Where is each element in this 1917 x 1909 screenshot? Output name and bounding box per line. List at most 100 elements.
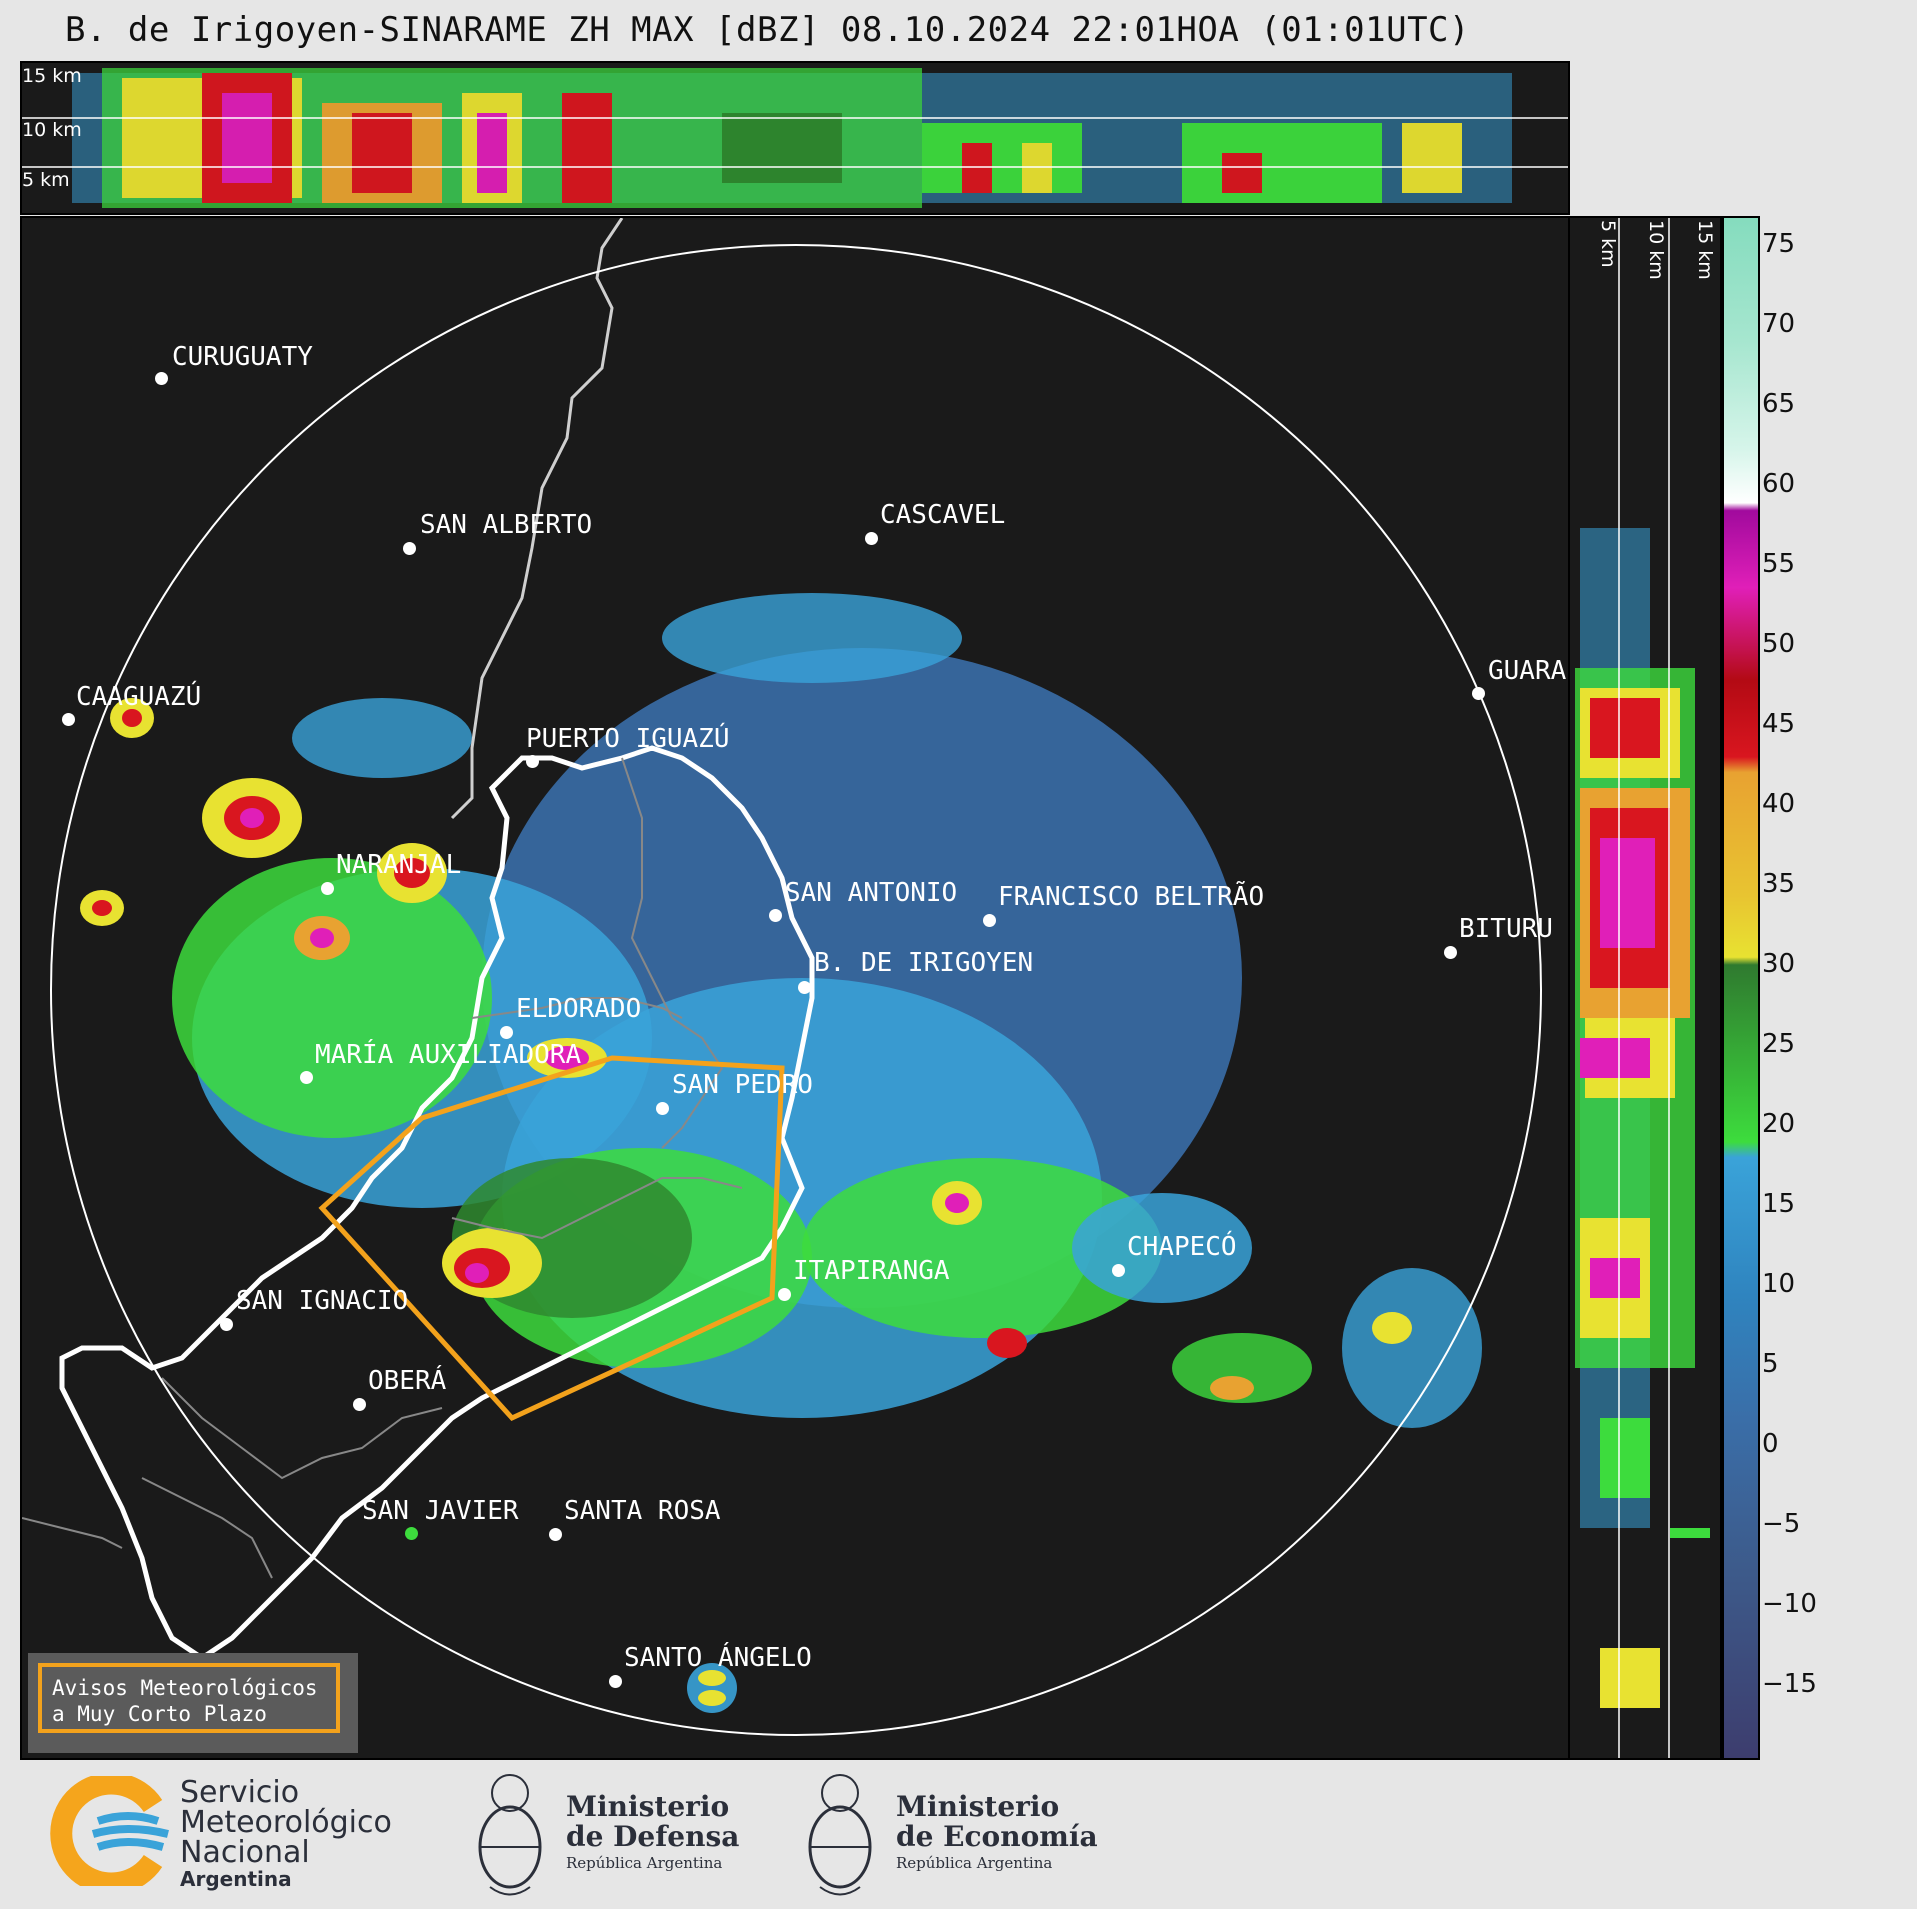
smn-line1: Servicio <box>180 1775 300 1810</box>
side-cross-section-echoes <box>1575 218 1710 1758</box>
chart-title: B. de Irigoyen-SINARAME ZH MAX [dBZ] 08.… <box>65 10 1470 50</box>
place-label: SAN ANTONIO <box>785 878 958 908</box>
place-label: SAN PEDRO <box>672 1070 813 1100</box>
place-label: FRANCISCO BELTRÃO <box>998 882 1265 912</box>
colorbar-tick: 0 <box>1762 1429 1779 1459</box>
place-label: OBERÁ <box>368 1366 447 1396</box>
place-label: GUARA <box>1488 656 1567 686</box>
boundaries <box>22 218 815 1662</box>
colorbar-tick: 5 <box>1762 1349 1779 1379</box>
colorbar-tick: 30 <box>1762 949 1796 979</box>
side-height-label-15km: 15 km <box>1694 220 1716 280</box>
place-dot <box>300 1071 313 1084</box>
defensa-line1: Ministerio <box>566 1790 730 1823</box>
place-label: CAAGUAZÚ <box>76 682 202 712</box>
defensa-line3: República Argentina <box>566 1854 723 1872</box>
colorbar-tick: 55 <box>1762 549 1796 579</box>
place-label: SAN ALBERTO <box>420 510 593 540</box>
place-label: SANTO ÁNGELO <box>624 1643 812 1673</box>
colorbar-tick: 25 <box>1762 1029 1796 1059</box>
top-height-label-5km: 5 km <box>22 169 70 191</box>
footer: Servicio Meteorológico Nacional Argentin… <box>0 1762 1917 1909</box>
colorbar-tick: 75 <box>1762 229 1796 259</box>
place-label: SAN IGNACIO <box>236 1286 409 1316</box>
place-label: SAN JAVIER <box>362 1496 519 1526</box>
place-dot <box>526 755 539 768</box>
top-cross-section-echoes <box>22 68 1568 208</box>
place-label: ELDORADO <box>516 994 642 1024</box>
top-height-label-15km: 15 km <box>22 65 82 87</box>
top-height-label-10km: 10 km <box>22 119 82 141</box>
colorbar-tick: 45 <box>1762 709 1796 739</box>
place-dot <box>549 1528 562 1541</box>
side-cross-section-panel: 5 km 10 km 15 km <box>1570 216 1722 1760</box>
place-label: NARANJAL <box>336 850 462 880</box>
economia-line2: de Economía <box>896 1820 1098 1853</box>
place-label: B. DE IRIGOYEN <box>814 948 1034 978</box>
place-dot <box>1472 687 1485 700</box>
place-label: CURUGUATY <box>172 342 313 372</box>
colorbar-tick: 60 <box>1762 469 1796 499</box>
place-label: CHAPECÓ <box>1127 1232 1237 1262</box>
warning-polygon <box>318 1055 785 1422</box>
place-dot <box>798 981 811 994</box>
colorbar <box>1722 216 1760 1760</box>
place-dot <box>321 882 334 895</box>
smn-line3: Nacional <box>180 1835 310 1870</box>
place-label: PUERTO IGUAZÚ <box>526 724 730 754</box>
place-dot <box>155 372 168 385</box>
place-dot <box>769 909 782 922</box>
place-label: MARÍA AUXILIADORA <box>315 1040 582 1070</box>
colorbar-tick: 40 <box>1762 789 1796 819</box>
place-dot <box>1444 946 1457 959</box>
colorbar-tick: −10 <box>1762 1589 1817 1619</box>
reflectivity-echoes <box>80 593 1482 1713</box>
side-height-label-10km: 10 km <box>1645 220 1667 280</box>
place-label: CASCAVEL <box>880 500 1006 530</box>
colorbar-tick: −15 <box>1762 1669 1817 1699</box>
colorbar-gradient <box>1724 218 1758 1758</box>
legend-line2: a Muy Corto Plazo <box>52 1702 267 1726</box>
place-dot <box>405 1527 418 1540</box>
place-dot <box>983 914 996 927</box>
colorbar-tick: −5 <box>1762 1509 1801 1539</box>
colorbar-tick: 35 <box>1762 869 1796 899</box>
place-label: BITURU <box>1459 914 1553 944</box>
place-dot <box>62 713 75 726</box>
radar-map-svg <box>22 218 1542 1736</box>
place-dot <box>353 1398 366 1411</box>
legend-line1: Avisos Meteorológicos <box>52 1676 318 1700</box>
colorbar-tick: 50 <box>1762 629 1796 659</box>
coat-of-arms-icon <box>808 1774 872 1896</box>
place-label: ITAPIRANGA <box>793 1256 950 1286</box>
top-cross-section-panel: 15 km 10 km 5 km <box>20 61 1570 215</box>
colorbar-tick: 10 <box>1762 1269 1796 1299</box>
place-dot <box>403 542 416 555</box>
place-dot <box>656 1102 669 1115</box>
legend-warning-key: Avisos Meteorológicos a Muy Corto Plazo <box>38 1663 340 1733</box>
economia-line1: Ministerio <box>896 1790 1060 1823</box>
place-dot <box>500 1026 513 1039</box>
economia-line3: República Argentina <box>896 1854 1053 1872</box>
place-dot <box>865 532 878 545</box>
defensa-name: Ministerio de Defensa República Argentin… <box>566 1792 739 1874</box>
place-dot <box>778 1288 791 1301</box>
place-dot <box>1112 1264 1125 1277</box>
smn-logo-icon <box>50 1776 169 1886</box>
defensa-line2: de Defensa <box>566 1820 740 1853</box>
colorbar-tick: 15 <box>1762 1189 1796 1219</box>
place-label: SANTA ROSA <box>564 1496 721 1526</box>
colorbar-tick: 20 <box>1762 1109 1796 1139</box>
radar-map-panel: CURUGUATY SAN ALBERTO CASCAVEL CAAGUAZÚ … <box>20 216 1570 1760</box>
smn-line4: Argentina <box>180 1867 292 1891</box>
colorbar-tick: 65 <box>1762 389 1796 419</box>
legend-box: Avisos Meteorológicos a Muy Corto Plazo <box>28 1653 358 1753</box>
economia-name: Ministerio de Economía República Argenti… <box>896 1792 1098 1874</box>
place-dot <box>220 1318 233 1331</box>
place-dot <box>609 1675 622 1688</box>
range-ring <box>50 244 1542 1736</box>
side-height-label-5km: 5 km <box>1597 220 1619 268</box>
coat-of-arms-icon <box>478 1774 542 1896</box>
smn-name: Servicio Meteorológico Nacional Argentin… <box>180 1775 392 1891</box>
smn-line2: Meteorológico <box>180 1805 392 1840</box>
